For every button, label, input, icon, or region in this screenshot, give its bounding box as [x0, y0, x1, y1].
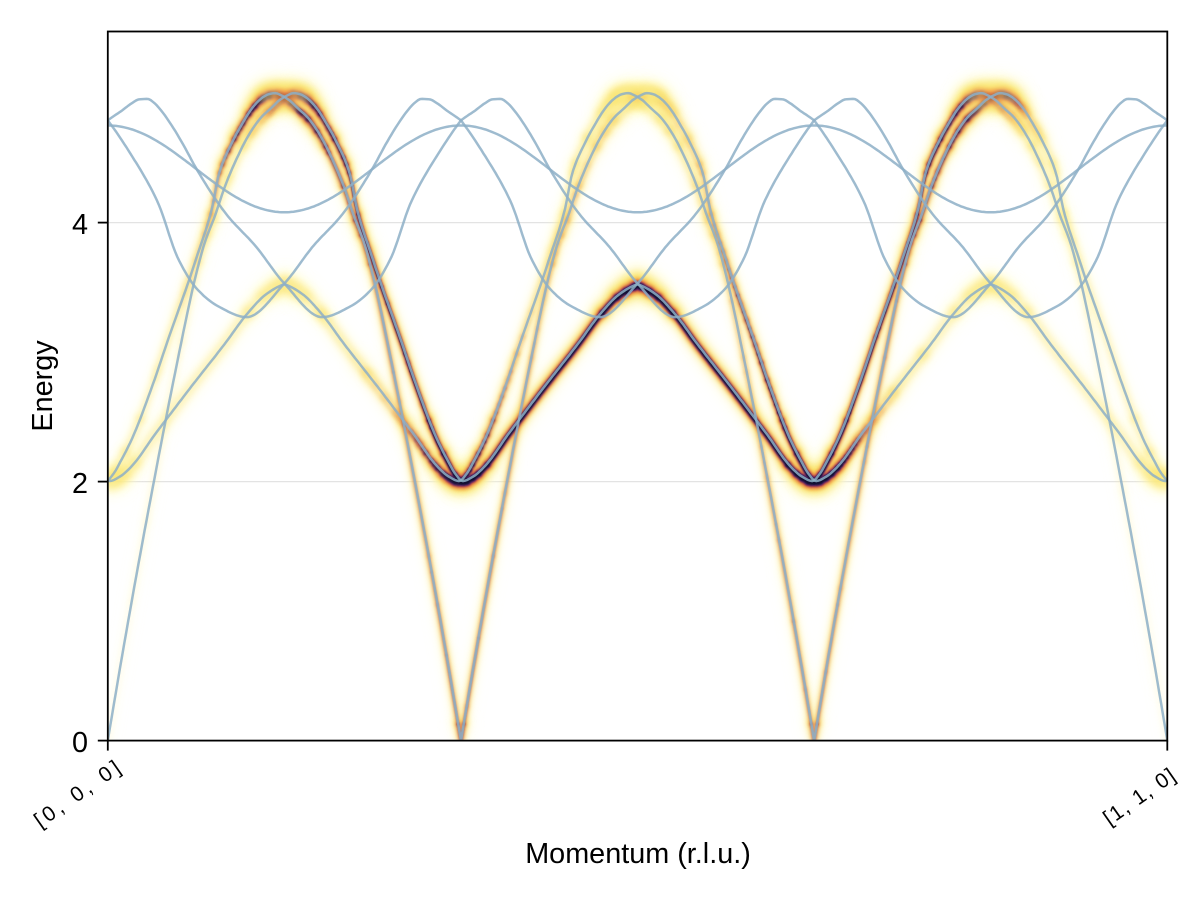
svg-text:Energy: Energy [27, 340, 59, 432]
svg-text:Momentum (r.l.u.): Momentum (r.l.u.) [525, 838, 751, 870]
svg-text:2: 2 [72, 468, 88, 500]
svg-text:4: 4 [72, 209, 88, 241]
svg-text:0: 0 [72, 727, 88, 759]
